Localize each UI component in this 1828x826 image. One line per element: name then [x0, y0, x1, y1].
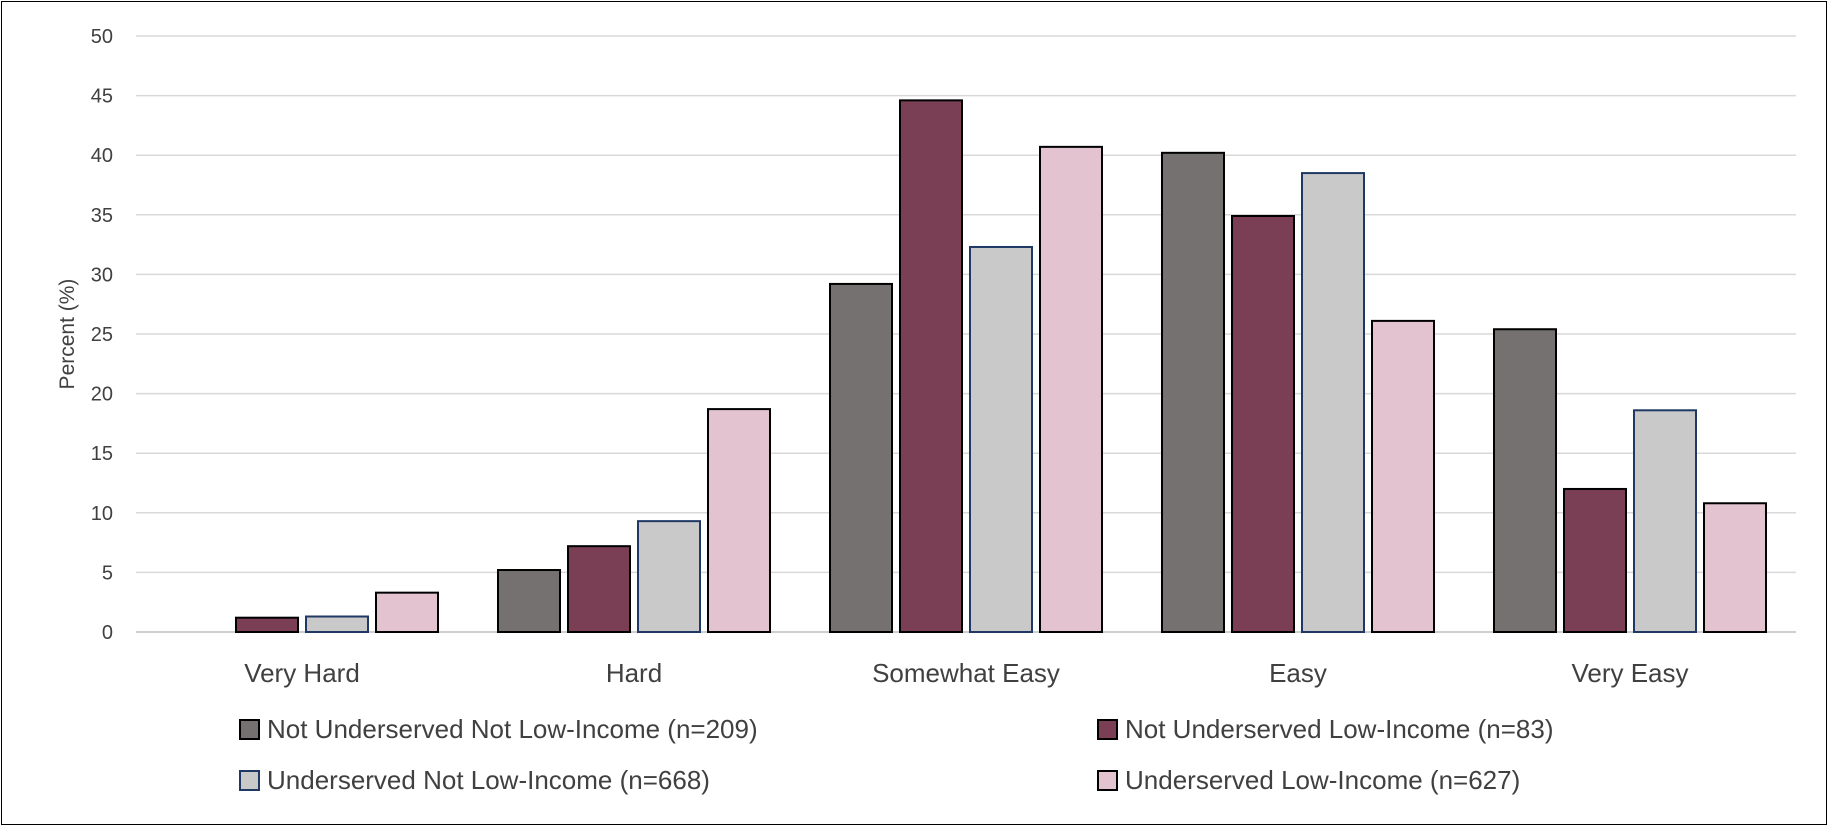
- bar: [1161, 151, 1225, 633]
- bar: [305, 615, 369, 634]
- y-tick-label: 25: [91, 324, 113, 346]
- bar: [829, 282, 893, 633]
- y-tick-label: 30: [91, 264, 113, 286]
- bar: [1301, 172, 1365, 634]
- y-tick-label: 15: [91, 443, 113, 465]
- x-category-label: Very Easy: [1571, 658, 1688, 688]
- x-category-label: Very Hard: [244, 658, 360, 688]
- bar: [637, 520, 701, 633]
- legend-swatch: [239, 719, 260, 740]
- y-tick-label: 35: [91, 205, 113, 227]
- legend-label: Underserved Not Low-Income (n=668): [267, 765, 710, 795]
- legend-swatch: [1097, 770, 1118, 791]
- legend-swatch: [1097, 719, 1118, 740]
- bar: [567, 545, 631, 634]
- bar: [1563, 487, 1627, 633]
- y-tick-label: 45: [91, 86, 113, 108]
- bar: [969, 245, 1033, 633]
- y-tick-label: 0: [102, 622, 113, 644]
- bar: [707, 408, 771, 634]
- y-tick-label: 5: [102, 562, 113, 584]
- y-tick-label: 20: [91, 384, 113, 406]
- x-category-label: Somewhat Easy: [872, 658, 1060, 688]
- bar: [1231, 214, 1295, 633]
- bar: [497, 569, 561, 633]
- bar: [1703, 502, 1767, 633]
- bar: [235, 616, 299, 633]
- y-axis-title: Percent (%): [56, 279, 79, 390]
- legend-label: Not Underserved Low-Income (n=83): [1125, 714, 1553, 744]
- bar: [375, 591, 439, 633]
- y-tick-label: 40: [91, 145, 113, 167]
- bar: [899, 99, 963, 634]
- x-category-label: Hard: [606, 658, 662, 688]
- bar: [1039, 145, 1103, 634]
- x-category-label: Easy: [1269, 658, 1327, 688]
- y-tick-label: 50: [91, 26, 113, 48]
- legend-swatch: [239, 770, 260, 791]
- bar: [1371, 319, 1435, 633]
- y-tick-label: 10: [91, 503, 113, 525]
- legend-label: Underserved Low-Income (n=627): [1125, 765, 1520, 795]
- legend-label: Not Underserved Not Low-Income (n=209): [267, 714, 758, 744]
- bar: [1493, 328, 1557, 633]
- bar: [1633, 409, 1697, 633]
